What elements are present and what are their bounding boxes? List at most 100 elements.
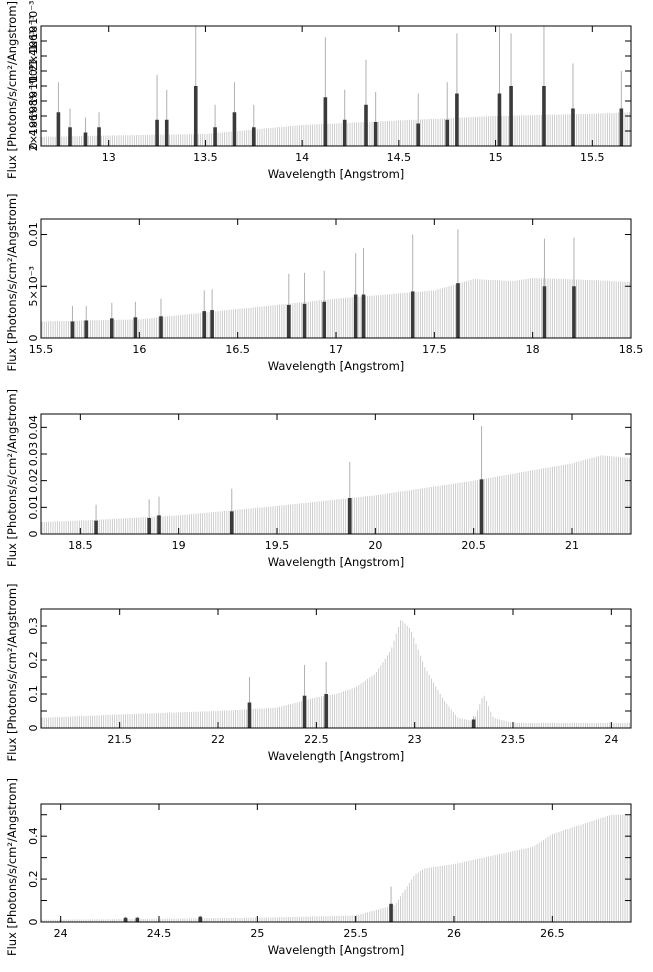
x-tick-label: 24 (54, 927, 68, 940)
line-feature-bar (155, 119, 159, 146)
x-tick-label: 14.5 (387, 151, 412, 164)
chart-panel: 18.5 19 19.5 20 20.5 21 0 0.01 0.020.03 0.04 Wavel… (5, 389, 632, 569)
line-feature-bar (198, 916, 203, 922)
y-tick-label: 10⁻³ (27, 59, 40, 83)
line-feature-bar (445, 119, 450, 146)
line-feature-bar (157, 515, 161, 534)
x-tick-label: 19.5 (265, 539, 290, 552)
x-tick-label: 16 (132, 343, 146, 356)
x-tick-label: 25 (250, 927, 264, 940)
x-tick-label: 19 (172, 539, 186, 552)
line-feature-bar (509, 86, 513, 146)
plot-area (41, 426, 630, 534)
line-feature-bar (347, 498, 352, 534)
line-feature-bar (456, 283, 460, 338)
line-feature-bar (164, 119, 169, 146)
line-feature-bar (323, 97, 328, 146)
y-tick-label: 0.03 (27, 442, 40, 467)
x-tick-label: 13 (102, 151, 116, 164)
y-tick-label: 0.2 (27, 870, 40, 888)
y-tick-label: 0 (27, 725, 40, 732)
line-feature-bar (193, 86, 198, 146)
plot-area (41, 620, 630, 728)
x-tick-label: 22.5 (304, 733, 329, 746)
line-feature-bar (68, 127, 72, 146)
line-feature-bar (302, 695, 307, 728)
axes-frame (40, 803, 632, 923)
chart-panel: 15.5 16 16.5 17 17.5 18 18.5 0 5×10⁻³ 0.01 Wavelen… (5, 193, 643, 373)
y-tick-label: 0 (27, 531, 40, 538)
line-feature-bar (251, 127, 256, 146)
line-feature-bar (159, 316, 163, 338)
line-feature-bar (213, 127, 217, 146)
y-tick-label: 0.01 (27, 222, 40, 247)
axes-frame (40, 608, 632, 729)
x-tick-label: 14 (295, 151, 309, 164)
line-feature-bar (133, 317, 138, 338)
line-feature-bar (479, 479, 484, 534)
x-tick-label: 18.5 (68, 539, 93, 552)
y-axis-title: Flux [Photons/s/cm²/Angstrom] (5, 583, 19, 761)
x-tick-label: 26 (447, 927, 461, 940)
y-tick-label: 1.6×10⁻³ (27, 1, 40, 52)
line-feature-bar (70, 321, 75, 338)
x-tick-label: 18.5 (619, 343, 644, 356)
line-feature-bar (232, 112, 237, 146)
x-tick-label: 24 (604, 733, 618, 746)
x-tick-label: 25.5 (343, 927, 368, 940)
x-tick-label: 16.5 (225, 343, 250, 356)
line-feature-bar (389, 903, 393, 922)
y-tick-label: 5×10⁻³ (27, 266, 40, 306)
x-axis-title: Wavelength [Angstrom] (268, 359, 405, 373)
y-tick-label: 0 (27, 919, 40, 926)
x-axis-title: Wavelength [Angstrom] (268, 749, 405, 763)
y-tick-label: 8×10⁻⁴ (27, 65, 40, 106)
y-tick-label: 4×10⁻⁴ (27, 95, 40, 136)
x-tick-label: 24.5 (147, 927, 172, 940)
line-feature-bar (455, 93, 459, 146)
y-axis-title: Flux [Photons/s/cm²/Angstrom] (5, 1, 19, 179)
line-feature-bar (542, 86, 546, 146)
x-tick-label: 22 (211, 733, 225, 746)
y-tick-label: 0.02 (27, 468, 40, 493)
line-feature-bar (361, 294, 366, 338)
line-feature-bar (84, 320, 89, 338)
x-tick-label: 20.5 (461, 539, 486, 552)
line-feature-bar (83, 132, 88, 146)
x-axis-title: Wavelength [Angstrom] (268, 167, 405, 181)
x-axis-title: Wavelength [Angstrom] (268, 555, 405, 569)
x-tick-label: 17 (329, 343, 343, 356)
line-feature-bar (135, 917, 140, 922)
y-tick-label: 1.2×10⁻³ (27, 31, 40, 82)
line-feature-bar (322, 301, 326, 338)
line-feature-bar (571, 108, 575, 146)
line-feature-bar (97, 127, 101, 146)
line-feature-bar (416, 123, 421, 146)
line-feature-bar (342, 119, 347, 146)
x-tick-label: 26.5 (540, 927, 565, 940)
x-tick-label: 15 (489, 151, 503, 164)
line-feature-bar (619, 108, 624, 146)
chart-panel: 13 13.5 14 14.5 15 15.5 02×10⁻⁴4×10⁻⁴6×10⁻⁴8×1… (5, 1, 632, 181)
x-tick-label: 15.5 (29, 343, 54, 356)
y-tick-label: 0.04 (27, 415, 40, 440)
line-feature-bar (353, 294, 358, 338)
line-feature-bar (324, 694, 328, 728)
y-tick-label: 0.1 (27, 685, 40, 703)
line-feature-bar (247, 702, 252, 728)
y-tick-label: 0.01 (27, 495, 40, 520)
plot-area (41, 814, 630, 922)
x-axis-title: Wavelength [Angstrom] (268, 943, 405, 957)
line-feature-bar (210, 310, 214, 338)
x-tick-label: 21 (565, 539, 579, 552)
line-feature-bar (542, 286, 547, 338)
line-feature-bar (56, 112, 61, 146)
x-tick-label: 18 (526, 343, 540, 356)
x-tick-label: 23 (408, 733, 422, 746)
line-feature-bar (302, 303, 307, 338)
line-feature-bar (287, 304, 291, 338)
axes-frame (40, 413, 632, 535)
plot-area (41, 229, 630, 338)
x-tick-label: 23.5 (501, 733, 526, 746)
